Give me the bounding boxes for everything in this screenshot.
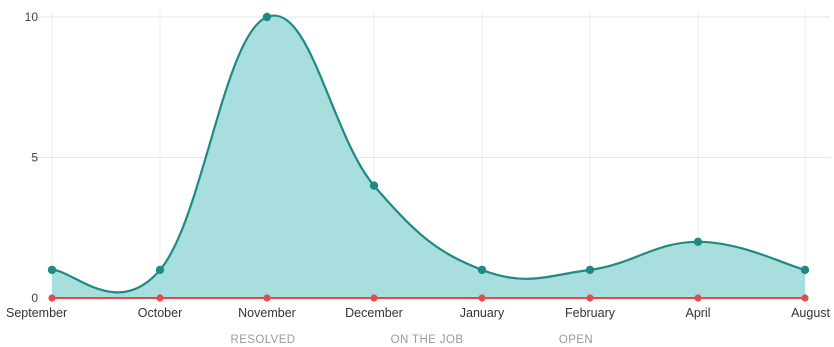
- point-on-the-job: [801, 294, 809, 302]
- y-tick-label: 10: [25, 10, 39, 24]
- data-points: [47, 12, 810, 302]
- point-on-the-job: [586, 294, 594, 302]
- x-tick-label: December: [345, 306, 403, 320]
- legend-item: RESOLVED: [231, 334, 296, 346]
- point-on-the-job: [478, 294, 486, 302]
- point-on-the-job: [694, 294, 702, 302]
- legend-item: ON THE JOB: [391, 334, 464, 346]
- y-axis-ticks: 0 5 10: [25, 10, 39, 305]
- x-tick-label: October: [138, 306, 182, 320]
- point-resolved: [369, 181, 379, 190]
- x-tick-label: February: [565, 306, 616, 320]
- x-tick-label: August: [791, 306, 830, 320]
- point-resolved: [800, 265, 810, 275]
- point-on-the-job: [156, 294, 164, 302]
- point-on-the-job: [263, 294, 271, 302]
- x-tick-label: November: [238, 306, 296, 320]
- x-tick-label: September: [6, 306, 67, 320]
- point-resolved: [693, 237, 703, 246]
- point-on-the-job: [48, 294, 56, 302]
- y-tick-label: 5: [31, 151, 38, 165]
- legend-item: OPEN: [559, 334, 593, 346]
- point-on-the-job: [370, 294, 378, 302]
- point-resolved: [477, 265, 487, 275]
- point-resolved: [155, 265, 165, 275]
- point-resolved: [47, 265, 57, 275]
- area-fill-resolved: [52, 15, 805, 299]
- legend: RESOLVED ON THE JOB OPEN: [231, 334, 593, 346]
- point-resolved: [262, 12, 272, 22]
- x-tick-label: January: [460, 306, 505, 320]
- point-resolved: [585, 265, 595, 275]
- x-tick-label: April: [685, 306, 710, 320]
- y-tick-label: 0: [31, 291, 38, 305]
- x-axis-ticks: September October November December January F…: [6, 306, 831, 320]
